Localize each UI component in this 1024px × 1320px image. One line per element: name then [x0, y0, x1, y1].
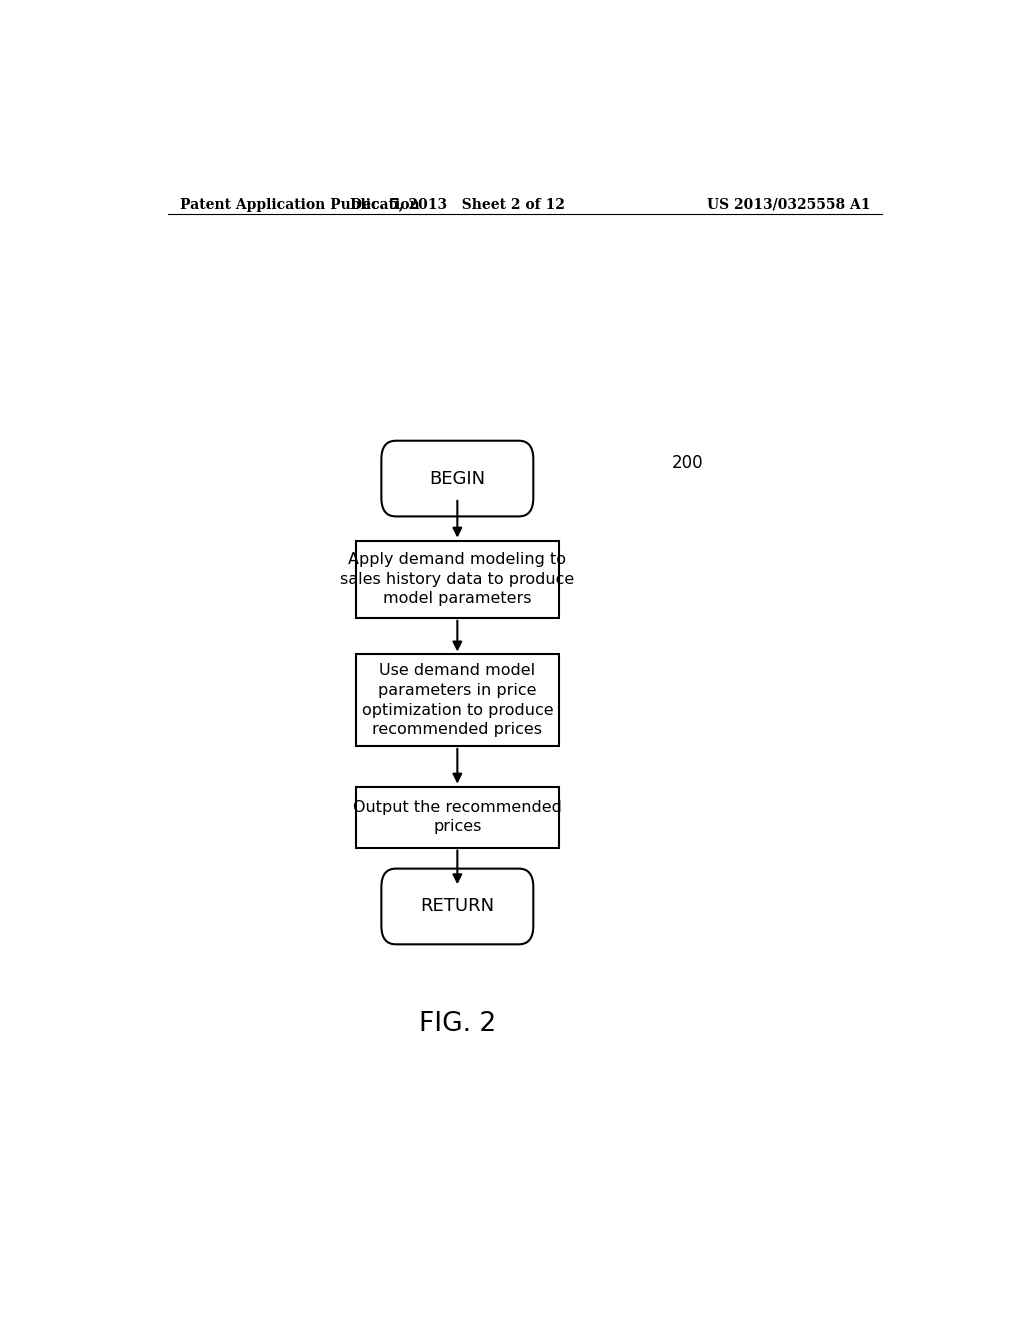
Text: RETURN: RETURN: [420, 898, 495, 916]
Text: US 2013/0325558 A1: US 2013/0325558 A1: [707, 198, 870, 211]
FancyBboxPatch shape: [381, 441, 534, 516]
Text: Patent Application Publication: Patent Application Publication: [179, 198, 419, 211]
Text: Output the recommended
prices: Output the recommended prices: [353, 800, 562, 834]
FancyBboxPatch shape: [381, 869, 534, 944]
Text: FIG. 2: FIG. 2: [419, 1011, 496, 1038]
Text: Use demand model
parameters in price
optimization to produce
recommended prices: Use demand model parameters in price opt…: [361, 663, 553, 738]
FancyBboxPatch shape: [356, 541, 558, 618]
Text: BEGIN: BEGIN: [429, 470, 485, 487]
Text: Apply demand modeling to
sales history data to produce
model parameters: Apply demand modeling to sales history d…: [340, 552, 574, 606]
FancyBboxPatch shape: [356, 787, 558, 847]
Text: Dec. 5, 2013   Sheet 2 of 12: Dec. 5, 2013 Sheet 2 of 12: [350, 198, 565, 211]
Text: 200: 200: [672, 454, 703, 473]
FancyBboxPatch shape: [356, 655, 558, 746]
